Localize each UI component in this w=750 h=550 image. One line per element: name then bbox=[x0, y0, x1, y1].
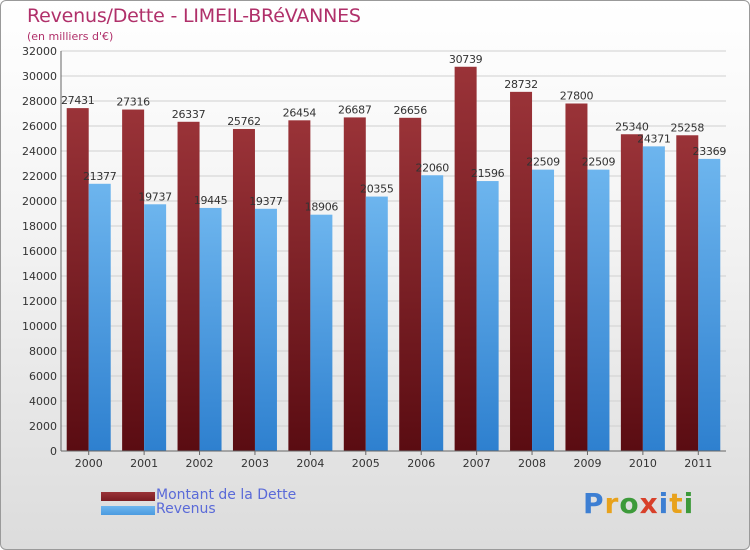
axes: 0 2000 4000 6000 8000 10000 12000 14000 16000 180… bbox=[22, 45, 726, 470]
x-tick-label: 2008 bbox=[518, 457, 546, 470]
bar-revenus bbox=[254, 208, 277, 451]
y-tick-label: 10000 bbox=[22, 320, 57, 333]
y-tick-label: 2000 bbox=[29, 420, 57, 433]
data-label-revenus: 19377 bbox=[249, 195, 283, 208]
bar-revenus bbox=[199, 207, 222, 451]
y-tick-label: 30000 bbox=[22, 70, 57, 83]
y-tick-label: 14000 bbox=[22, 270, 57, 283]
data-label-revenus: 20355 bbox=[360, 183, 394, 196]
bar-revenus bbox=[532, 169, 555, 451]
x-tick-label: 2002 bbox=[186, 457, 214, 470]
data-label-dette: 26337 bbox=[172, 108, 206, 121]
bar-dette bbox=[620, 134, 643, 451]
logo-letter: t bbox=[669, 487, 684, 520]
data-label-dette: 26454 bbox=[283, 106, 317, 119]
bar-revenus bbox=[698, 158, 721, 451]
bar-revenus bbox=[642, 146, 665, 452]
y-tick-label: 26000 bbox=[22, 120, 57, 133]
data-label-revenus: 22509 bbox=[582, 156, 616, 169]
data-label-revenus: 18906 bbox=[305, 201, 339, 214]
x-tick-label: 2006 bbox=[407, 457, 435, 470]
grid-lines bbox=[61, 50, 726, 427]
data-label-dette: 25762 bbox=[227, 115, 261, 128]
x-tick-label: 2009 bbox=[573, 457, 601, 470]
data-label-dette: 27316 bbox=[116, 96, 150, 109]
x-tick-label: 2005 bbox=[352, 457, 380, 470]
y-tick-label: 32000 bbox=[22, 45, 57, 58]
y-tick-label: 18000 bbox=[22, 220, 57, 233]
proxiti-logo: Proxiti bbox=[583, 487, 694, 520]
bar-revenus bbox=[310, 214, 333, 451]
bar-revenus bbox=[587, 169, 610, 451]
bar-revenus bbox=[476, 181, 499, 452]
logo-letter: P bbox=[583, 487, 605, 520]
y-tick-label: 4000 bbox=[29, 395, 57, 408]
bar-dette bbox=[177, 121, 200, 451]
data-label-revenus: 21596 bbox=[471, 167, 505, 180]
legend-swatch-revenus bbox=[101, 506, 155, 515]
y-tick-label: 0 bbox=[50, 445, 57, 458]
data-label-revenus: 21377 bbox=[83, 170, 117, 183]
x-tick-label: 2007 bbox=[463, 457, 491, 470]
y-tick-label: 12000 bbox=[22, 295, 57, 308]
x-tick-label: 2000 bbox=[75, 457, 103, 470]
logo-letter: i bbox=[683, 487, 695, 520]
logo-letter: i bbox=[658, 487, 670, 520]
data-label-dette: 30739 bbox=[449, 53, 483, 66]
chart-title: Revenus/Dette - LIMEIL-BRéVANNES bbox=[27, 5, 361, 27]
bar-dette bbox=[565, 103, 588, 451]
logo-letter: r bbox=[604, 487, 620, 520]
data-label-revenus: 22509 bbox=[526, 156, 560, 169]
x-tick-label: 2003 bbox=[241, 457, 269, 470]
y-tick-label: 24000 bbox=[22, 145, 57, 158]
legend-swatch-dette bbox=[101, 492, 155, 501]
bar-dette bbox=[232, 128, 255, 451]
bar-revenus bbox=[365, 196, 388, 451]
data-labels: 27431 21377 27316 19737 26337 19445 25762 19377… bbox=[61, 53, 727, 214]
data-label-dette: 26656 bbox=[393, 104, 427, 117]
bar-dette bbox=[288, 120, 311, 451]
data-label-dette: 27431 bbox=[61, 94, 95, 107]
bar-dette bbox=[510, 91, 533, 451]
y-tick-label: 6000 bbox=[29, 370, 57, 383]
data-label-dette: 25258 bbox=[671, 121, 705, 134]
legend-label-revenus: Revenus bbox=[156, 501, 216, 517]
x-tick-label: 2011 bbox=[684, 457, 712, 470]
chart-subtitle: (en milliers d'€) bbox=[27, 30, 114, 43]
y-tick-label: 28000 bbox=[22, 95, 57, 108]
x-tick-label: 2001 bbox=[130, 457, 158, 470]
data-label-revenus: 23369 bbox=[693, 145, 727, 158]
legend-label-dette: Montant de la Dette bbox=[156, 487, 297, 503]
bar-dette bbox=[66, 108, 89, 452]
bar-dette bbox=[122, 109, 145, 452]
data-label-revenus: 19737 bbox=[138, 190, 172, 203]
data-label-dette: 26687 bbox=[338, 103, 372, 116]
y-tick-label: 20000 bbox=[22, 195, 57, 208]
x-tick-label: 2010 bbox=[629, 457, 657, 470]
bars bbox=[66, 66, 721, 452]
y-tick-label: 8000 bbox=[29, 345, 57, 358]
bar-dette bbox=[343, 117, 366, 451]
y-tick-label: 22000 bbox=[22, 170, 57, 183]
bar-dette bbox=[454, 66, 477, 451]
y-tick-label: 16000 bbox=[22, 245, 57, 258]
bar-dette bbox=[399, 117, 422, 452]
bar-dette bbox=[676, 135, 699, 451]
bar-revenus bbox=[421, 175, 444, 451]
bar-revenus bbox=[88, 183, 111, 451]
data-label-revenus: 19445 bbox=[194, 194, 228, 207]
data-label-dette: 28732 bbox=[504, 78, 538, 91]
bar-revenus bbox=[144, 204, 167, 451]
logo-letter: o bbox=[619, 487, 640, 520]
x-tick-label: 2004 bbox=[296, 457, 324, 470]
data-label-revenus: 22060 bbox=[415, 161, 449, 174]
data-label-dette: 25340 bbox=[615, 120, 649, 133]
data-label-revenus: 24371 bbox=[637, 132, 671, 145]
data-label-dette: 27800 bbox=[560, 90, 594, 103]
logo-letter: x bbox=[639, 487, 659, 520]
